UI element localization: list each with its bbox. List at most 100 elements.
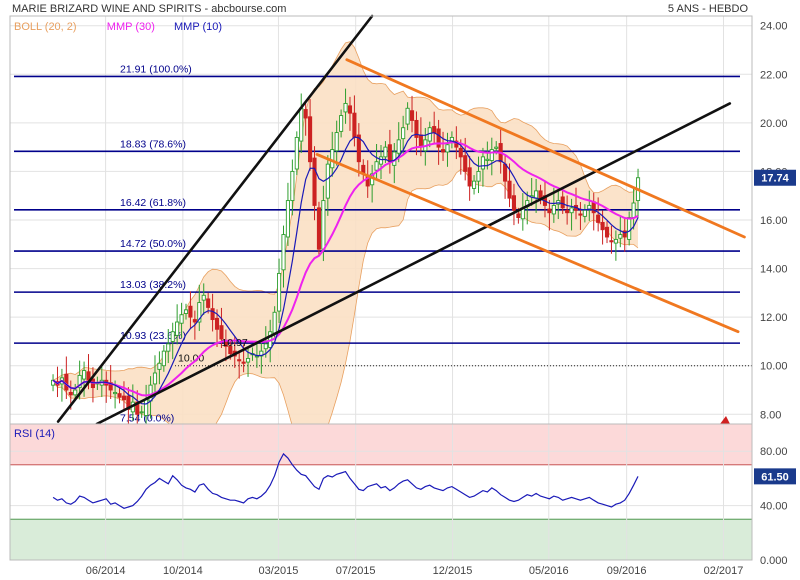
candle-body — [587, 204, 592, 210]
candle-body — [294, 136, 299, 170]
candle-body — [631, 202, 636, 219]
candle-body — [596, 214, 601, 223]
price-y-tick: 20.00 — [760, 118, 788, 130]
candle-body — [401, 127, 406, 140]
candle-body — [166, 343, 171, 352]
candle-body — [383, 146, 388, 158]
candle-body — [494, 146, 499, 149]
candle-body — [467, 167, 472, 187]
candle-body — [538, 190, 543, 199]
period-label: 5 ANS - HEBDO — [668, 3, 749, 15]
rsi-zones — [10, 424, 752, 560]
annotations: 10.97 — [221, 337, 730, 424]
fib-level-label: 16.42 (61.8%) — [120, 197, 186, 209]
candle-body — [485, 158, 490, 161]
price-last-value: 17.74 — [761, 173, 789, 185]
candle-body — [347, 105, 353, 114]
candle-body — [565, 209, 570, 214]
candle-body — [339, 115, 344, 132]
candle-body — [613, 238, 618, 244]
candle-body — [303, 109, 308, 119]
candle-body — [409, 110, 415, 121]
candle-body — [463, 155, 468, 172]
rsi-frame — [9, 423, 753, 561]
candle-body — [405, 107, 410, 125]
candle-body — [237, 359, 242, 362]
candle-body — [321, 200, 326, 250]
x-axis: 06/2014 10/2014 03/2015 07/2015 12/2015 05/20… — [86, 565, 744, 577]
rsi-oversold-zone — [10, 519, 752, 560]
candle-body — [480, 156, 485, 170]
candle-body — [618, 234, 623, 239]
x-tick-label: 12/2015 — [433, 565, 473, 577]
candle-body — [214, 317, 220, 330]
candle-body — [472, 180, 477, 189]
price-last-badge — [754, 169, 796, 186]
price-y-tick: 22.00 — [760, 69, 788, 81]
candle-body — [560, 196, 565, 209]
candle-body — [604, 226, 610, 238]
candle-body — [609, 240, 614, 243]
candle-body — [241, 361, 246, 364]
x-tick-label: 10/2014 — [163, 565, 203, 577]
rsi-title: RSI (14) — [14, 428, 55, 440]
candle-body — [113, 391, 118, 395]
candle-body — [139, 411, 144, 414]
candle-body — [476, 170, 481, 182]
price-y-tick: 16.00 — [760, 215, 788, 227]
price-panel: 21.91 (100.0%) 18.83 (78.6%) 16.42 (61.8%)… — [9, 14, 788, 467]
candle-body — [206, 298, 211, 308]
candle-body — [316, 207, 322, 250]
x-tick-label: 02/2017 — [704, 565, 744, 577]
candle-body — [503, 163, 508, 182]
candle-body — [374, 161, 379, 171]
candle-body — [126, 395, 131, 410]
rsi-last-badge — [754, 468, 796, 485]
candle-body — [627, 217, 632, 240]
candle-body — [312, 157, 317, 206]
candle-body — [281, 234, 286, 271]
candle-body — [458, 147, 463, 158]
candle-body — [516, 213, 521, 219]
candle-body — [183, 309, 189, 314]
candle-body — [352, 112, 357, 138]
trendline-black — [95, 102, 732, 426]
rsi-y-axis: 80.00 40.00 0.000 — [760, 446, 788, 567]
price-legend: BOLL (20, 2) MMP (30) MMP (10) — [14, 21, 222, 33]
candle-body — [51, 379, 56, 386]
candle-body — [325, 163, 330, 199]
red-arrow-icon — [720, 416, 730, 424]
candle-body — [507, 180, 512, 199]
x-tick-label: 09/2016 — [607, 565, 647, 577]
candle-body — [285, 200, 290, 238]
candle-body — [445, 144, 450, 153]
candle-body — [77, 374, 82, 389]
annotation-label: 10.97 — [221, 337, 247, 349]
fib-level-label: 13.03 (38.2%) — [120, 279, 186, 291]
price-y-tick: 24.00 — [760, 21, 788, 33]
rsi-line — [52, 452, 639, 509]
candle-body — [547, 208, 552, 214]
price-y-tick: 8.00 — [760, 409, 781, 421]
rsi-series-line — [52, 452, 639, 509]
trendlines — [56, 14, 746, 426]
candle-body — [68, 391, 73, 396]
candle-body — [569, 207, 574, 214]
candle-body — [188, 305, 193, 318]
candle-body — [64, 373, 69, 391]
reference-line-label: 10.00 — [178, 353, 204, 365]
candle-body — [378, 156, 384, 165]
candle-body — [436, 128, 441, 148]
candle-body — [263, 343, 268, 350]
candle-body — [179, 314, 184, 324]
candle-body — [387, 144, 392, 163]
mmp30-line — [52, 141, 639, 397]
candle-body — [197, 302, 202, 323]
rsi-panel: 80.00 40.00 0.000 — [9, 423, 788, 567]
chart-title: MARIE BRIZARD WINE AND SPIRITS - abcbour… — [12, 3, 286, 15]
price-y-tick: 12.00 — [760, 312, 788, 324]
candle-body — [511, 195, 517, 211]
candle-body — [343, 102, 348, 113]
candle-body — [245, 357, 251, 363]
